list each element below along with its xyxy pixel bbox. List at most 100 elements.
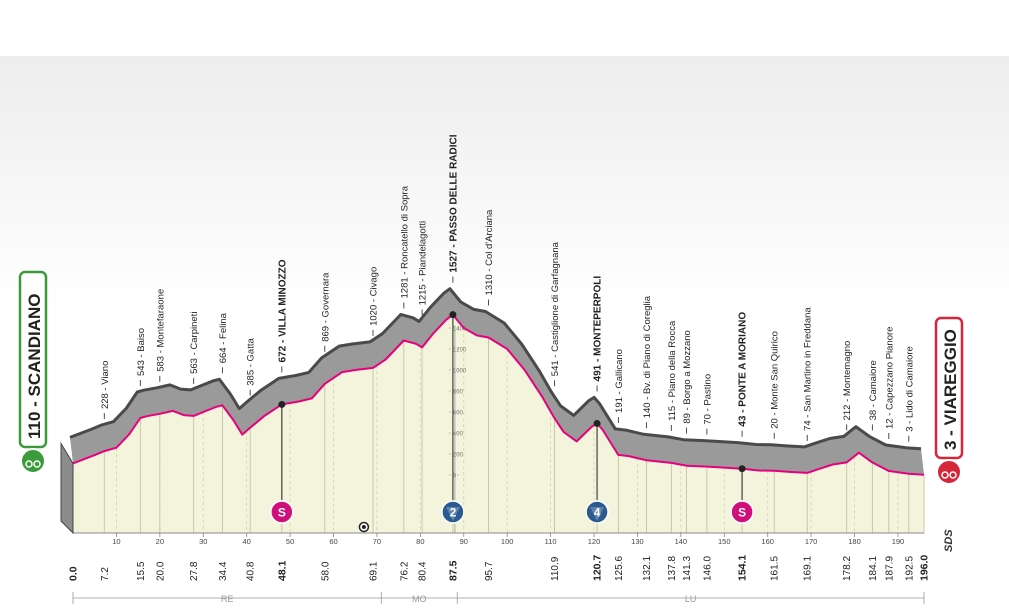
altitude-tick-label: 400 xyxy=(453,432,464,438)
km-label: 7.2 xyxy=(100,567,111,581)
finish-box xyxy=(934,316,964,460)
km-label: 110.9 xyxy=(550,556,561,581)
km-tick-label: 10 xyxy=(112,537,120,546)
km-label: 192.5 xyxy=(904,556,915,581)
marker-dot xyxy=(449,311,457,319)
location-label: 583 - Montefaraone xyxy=(155,289,166,372)
location-label: 869 - Governara xyxy=(320,272,331,342)
location-label: 115 - Piano della Rocca xyxy=(667,320,678,421)
finish-label: 3 - VIAREGGIO xyxy=(941,329,960,450)
route-line xyxy=(72,313,925,476)
km-label: 137.8 xyxy=(667,556,678,581)
km-label: 76.2 xyxy=(399,561,410,581)
kom-badge xyxy=(585,500,609,524)
marker-dot xyxy=(278,400,286,408)
km-label: 120.7 xyxy=(592,555,604,581)
km-label: 169.1 xyxy=(803,556,814,581)
km-tick-label: 50 xyxy=(286,537,294,546)
profile-left-wall xyxy=(60,441,74,535)
km-label: 125.6 xyxy=(614,556,625,581)
km-tick-label: 140 xyxy=(675,537,688,546)
location-label: 20 - Monte San Quirico xyxy=(770,331,781,429)
location-label: 385 - Gatta xyxy=(246,338,257,386)
location-label: 3 - Lido di Camaiore xyxy=(904,346,915,432)
mountain-ridge-line xyxy=(69,287,922,451)
km-tick-label: 120 xyxy=(588,537,601,546)
km-tick-label: 30 xyxy=(199,537,207,546)
altitude-tick-label: 1200 xyxy=(453,348,467,354)
altitude-tick-label: 200 xyxy=(453,453,464,459)
location-label: 1215 - Piandelagotti xyxy=(418,221,429,306)
km-label: 15.5 xyxy=(136,561,147,581)
km-label: 95.7 xyxy=(484,561,495,581)
km-tick-label: 190 xyxy=(892,537,905,546)
location-label: 70 - Pastino xyxy=(702,374,713,425)
km-label: 184.1 xyxy=(868,556,879,581)
km-label: 69.1 xyxy=(369,561,380,581)
region-label: MO xyxy=(412,594,427,604)
kom-badge-mountain-icon xyxy=(590,507,605,521)
location-label: 38 - Camaiore xyxy=(868,360,879,420)
km-label: 196.0 xyxy=(919,555,931,581)
mountain-relief-band xyxy=(70,288,924,475)
sprint-badge-label: S xyxy=(278,506,286,520)
km-label: 58.0 xyxy=(320,561,331,581)
start-bike-icon-wheel xyxy=(25,460,33,468)
km-tick-label: 70 xyxy=(373,537,381,546)
location-label: 89 - Borgo a Mozzano xyxy=(682,330,693,423)
km-label: 178.2 xyxy=(842,556,853,581)
location-label: 191 - Gallicano xyxy=(614,349,625,413)
location-label: 140 - Bv. di Piano di Coreglia xyxy=(642,295,653,418)
km-label: 141.3 xyxy=(682,556,693,581)
sds-logo: SDS xyxy=(943,529,955,552)
location-label: 543 - Baiso xyxy=(136,328,147,376)
marker-dot xyxy=(593,419,601,427)
kom-badge-label: 4 xyxy=(594,506,601,520)
altitude-tick-label: 600 xyxy=(453,411,464,417)
km-label: 80.4 xyxy=(418,561,429,581)
km-label: 48.1 xyxy=(276,560,288,581)
location-label: 12 - Capezzano Pianore xyxy=(884,327,895,429)
km-tick-label: 170 xyxy=(805,537,818,546)
km-label: 40.8 xyxy=(246,561,257,581)
sprint-badge xyxy=(730,500,754,524)
location-label: 541 - Castiglione di Garfagnana xyxy=(550,241,561,376)
km-tick-label: 60 xyxy=(329,537,337,546)
sprint-badge xyxy=(270,500,294,524)
location-label: 1020 - Civago xyxy=(369,267,380,326)
kom-badge xyxy=(441,500,465,524)
km-label: 27.8 xyxy=(189,561,200,581)
km-label: 132.1 xyxy=(642,556,653,581)
altitude-tick-label: 800 xyxy=(453,390,464,396)
location-label: 664 - Felina xyxy=(218,312,229,363)
km-label: 161.5 xyxy=(770,556,781,581)
km-tick-label: 130 xyxy=(631,537,644,546)
location-label: 563 - Carpineti xyxy=(189,312,200,374)
start-bike-icon-wheel xyxy=(33,460,41,468)
kom-badge-label: 2 xyxy=(450,506,457,520)
altitude-tick-label: 1400 xyxy=(453,327,467,333)
km-label: 154.1 xyxy=(737,555,749,581)
km-label: 34.4 xyxy=(218,561,229,581)
km-tick-label: 80 xyxy=(416,537,424,546)
km-label: 20.0 xyxy=(155,561,166,581)
km-label: 187.9 xyxy=(884,556,895,581)
altitude-tick-label: 1000 xyxy=(453,369,467,375)
start-label: 110 - SCANDIANO xyxy=(25,294,44,439)
km-tick-label: 20 xyxy=(156,537,164,546)
start-box xyxy=(18,270,48,449)
location-label: 1281 - Roncatello di Sopra xyxy=(399,185,410,298)
finish-bike-icon-wheel xyxy=(941,471,949,479)
location-label: 228 - Viano xyxy=(100,361,111,409)
feed-zone-icon-dot xyxy=(361,525,366,529)
km-tick-label: 180 xyxy=(848,537,861,546)
region-label: RE xyxy=(221,594,234,604)
km-label: 87.5 xyxy=(447,560,459,581)
region-label: LU xyxy=(685,594,697,604)
location-label: 1527 - PASSO DELLE RADICI xyxy=(448,134,459,272)
km-tick-label: 150 xyxy=(718,537,731,546)
top-band xyxy=(0,0,1009,56)
location-label: 1310 - Col d'Arciana xyxy=(484,209,495,295)
km-tick-label: 90 xyxy=(460,537,468,546)
